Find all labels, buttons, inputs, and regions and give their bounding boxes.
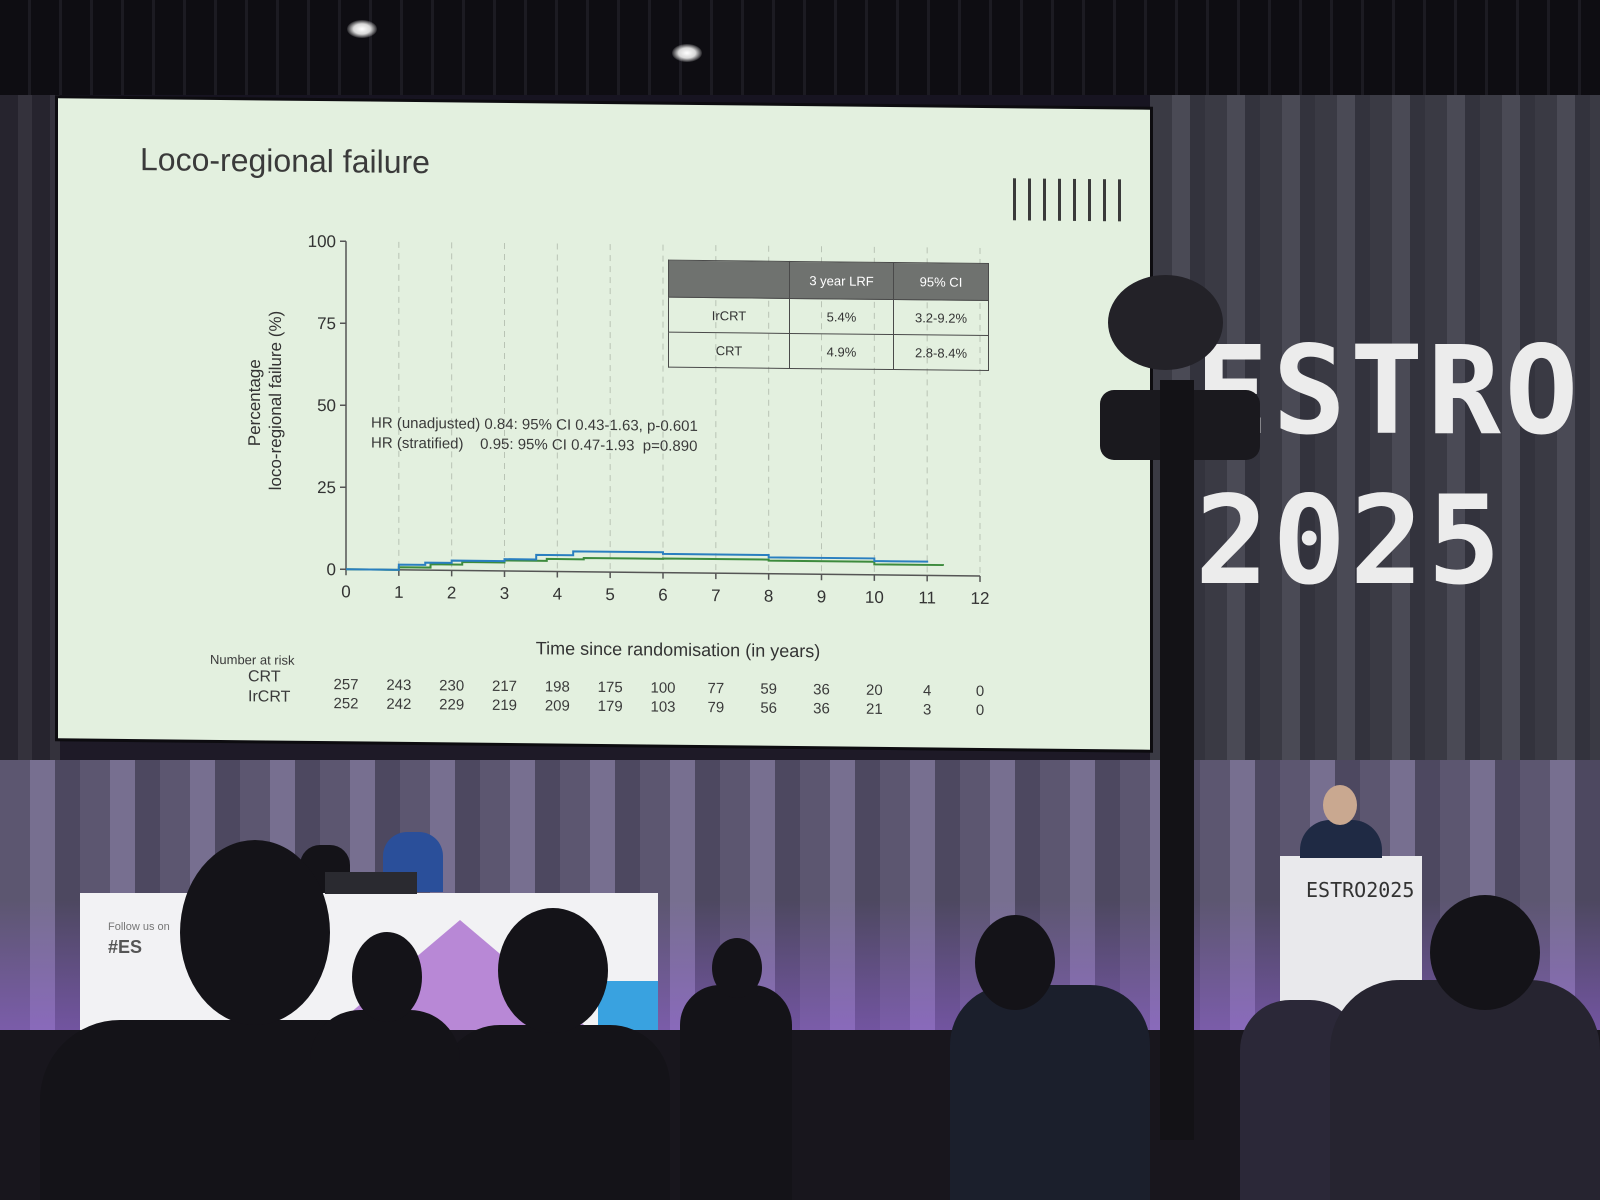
risk-table-heading: Number at risk — [210, 651, 295, 668]
table-header: 95% CI — [893, 262, 989, 301]
audience-head — [498, 908, 608, 1033]
risk-value: 3 — [922, 701, 932, 719]
lectern-logo: ESTRO2025 — [1306, 878, 1415, 902]
risk-value: 103 — [650, 698, 676, 716]
x-tick-label: 0 — [341, 582, 350, 601]
risk-value: 0 — [975, 701, 985, 719]
risk-value: 36 — [813, 681, 830, 699]
risk-value: 20 — [865, 681, 883, 699]
y-axis-label-line: loco-regional failure (%) — [266, 311, 285, 491]
y-axis-label: Percentage loco-regional failure (%) — [245, 310, 285, 490]
audience-silhouette — [310, 1010, 460, 1200]
audience-silhouette — [440, 1025, 670, 1200]
x-tick-label: 6 — [658, 586, 667, 605]
hr-stratified: HR (stratified) 0.95: 95% CI 0.47-1.93 p… — [371, 434, 698, 455]
laptop — [325, 872, 417, 894]
brand-year: 2025 — [1195, 470, 1505, 612]
risk-value: 59 — [760, 680, 777, 698]
risk-row-label: CRT — [248, 668, 281, 686]
x-tick-label: 12 — [971, 589, 990, 608]
x-tick-label: 2 — [447, 583, 456, 602]
risk-value: 179 — [597, 697, 623, 716]
audience-head — [180, 840, 330, 1025]
x-tick-label: 8 — [764, 587, 773, 606]
risk-value: 243 — [386, 676, 412, 694]
risk-value: 257 — [333, 676, 359, 694]
desk-graphic — [598, 981, 658, 1031]
risk-value: 219 — [491, 696, 518, 715]
table-header-row: 3 year LRF 95% CI — [668, 260, 989, 301]
audience-head — [1430, 895, 1540, 1010]
table-cell-arm: IrCRT — [668, 297, 790, 334]
risk-row-label: IrCRT — [248, 688, 291, 706]
x-axis — [340, 568, 980, 577]
x-tick-label: 3 — [500, 584, 509, 603]
audience-silhouette — [950, 985, 1150, 1200]
lrf-summary-table: 3 year LRF 95% CI IrCRT 5.4% 3.2-9.2% CR… — [668, 260, 989, 371]
conference-brand: ESTRO 2025 — [1195, 330, 1578, 612]
table-cell-ci: 2.8-8.4% — [893, 334, 989, 371]
risk-value: 198 — [544, 678, 570, 696]
risk-value: 252 — [333, 695, 359, 713]
risk-value: 4 — [922, 682, 932, 700]
risk-value: 217 — [491, 677, 518, 696]
series-line-ircrt — [346, 557, 945, 571]
hazard-ratio-annotation: HR (unadjusted) 0.84: 95% CI 0.43-1.63, … — [371, 414, 698, 457]
audience-head — [712, 938, 762, 998]
desk-follow-text: Follow us on — [108, 921, 170, 933]
risk-value: 79 — [707, 699, 725, 717]
risk-value: 209 — [544, 697, 570, 715]
risk-value: 77 — [707, 680, 725, 698]
camera-pole — [1160, 380, 1194, 1140]
risk-value: 36 — [813, 700, 830, 718]
y-tick-label: 0 — [327, 560, 336, 579]
x-tick-label: 5 — [605, 585, 614, 604]
y-tick-label: 50 — [317, 396, 336, 415]
camera-body — [1108, 275, 1223, 370]
x-tick-label: 4 — [553, 584, 562, 603]
projection-screen: Loco-regional failure 0 1 2 3 4 5 6 7 8 9 10 11 12 0 2… — [58, 98, 1150, 750]
x-tick-label: 11 — [918, 588, 936, 607]
chart-series — [346, 550, 945, 571]
desk-hashtag: #ES — [108, 937, 143, 957]
spotlight — [347, 20, 377, 38]
table-cell-lrf: 5.4% — [789, 298, 894, 335]
table-header: 3 year LRF — [789, 261, 894, 300]
x-tick-label: 9 — [817, 587, 826, 606]
speaker-silhouette — [1300, 820, 1382, 858]
table-cell-ci: 3.2-9.2% — [893, 299, 989, 336]
x-tick-label: 10 — [865, 588, 884, 607]
audience-head — [975, 915, 1055, 1010]
risk-value: 0 — [975, 682, 985, 700]
audience-head — [352, 932, 422, 1022]
table-row: CRT 4.9% 2.8-8.4% — [668, 332, 989, 371]
series-line-crt — [346, 550, 929, 571]
audience-silhouette — [680, 985, 792, 1200]
y-tick-label: 100 — [308, 232, 336, 251]
speaker-head — [1323, 785, 1357, 825]
x-tick-label: 1 — [394, 583, 403, 602]
audience-silhouette — [1330, 980, 1600, 1200]
table-row: IrCRT 5.4% 3.2-9.2% — [668, 297, 989, 336]
risk-value: 100 — [650, 679, 676, 697]
risk-value: 242 — [386, 695, 412, 713]
risk-value: 230 — [439, 677, 465, 695]
y-tick-label: 25 — [317, 478, 336, 497]
x-axis-label: Time since randomisation (in years) — [536, 638, 820, 661]
table-cell-lrf: 4.9% — [789, 333, 894, 370]
spotlight — [672, 44, 702, 62]
table-header — [668, 260, 790, 299]
ceiling-truss — [0, 0, 1600, 95]
table-cell-arm: CRT — [668, 332, 790, 369]
x-tick-label: 7 — [711, 586, 720, 605]
risk-value: 56 — [760, 699, 777, 717]
risk-value: 229 — [439, 696, 465, 714]
risk-value: 175 — [597, 678, 623, 697]
y-tick-label: 75 — [317, 314, 336, 333]
risk-value: 21 — [865, 700, 883, 718]
y-axis-label-line: Percentage — [245, 359, 264, 446]
